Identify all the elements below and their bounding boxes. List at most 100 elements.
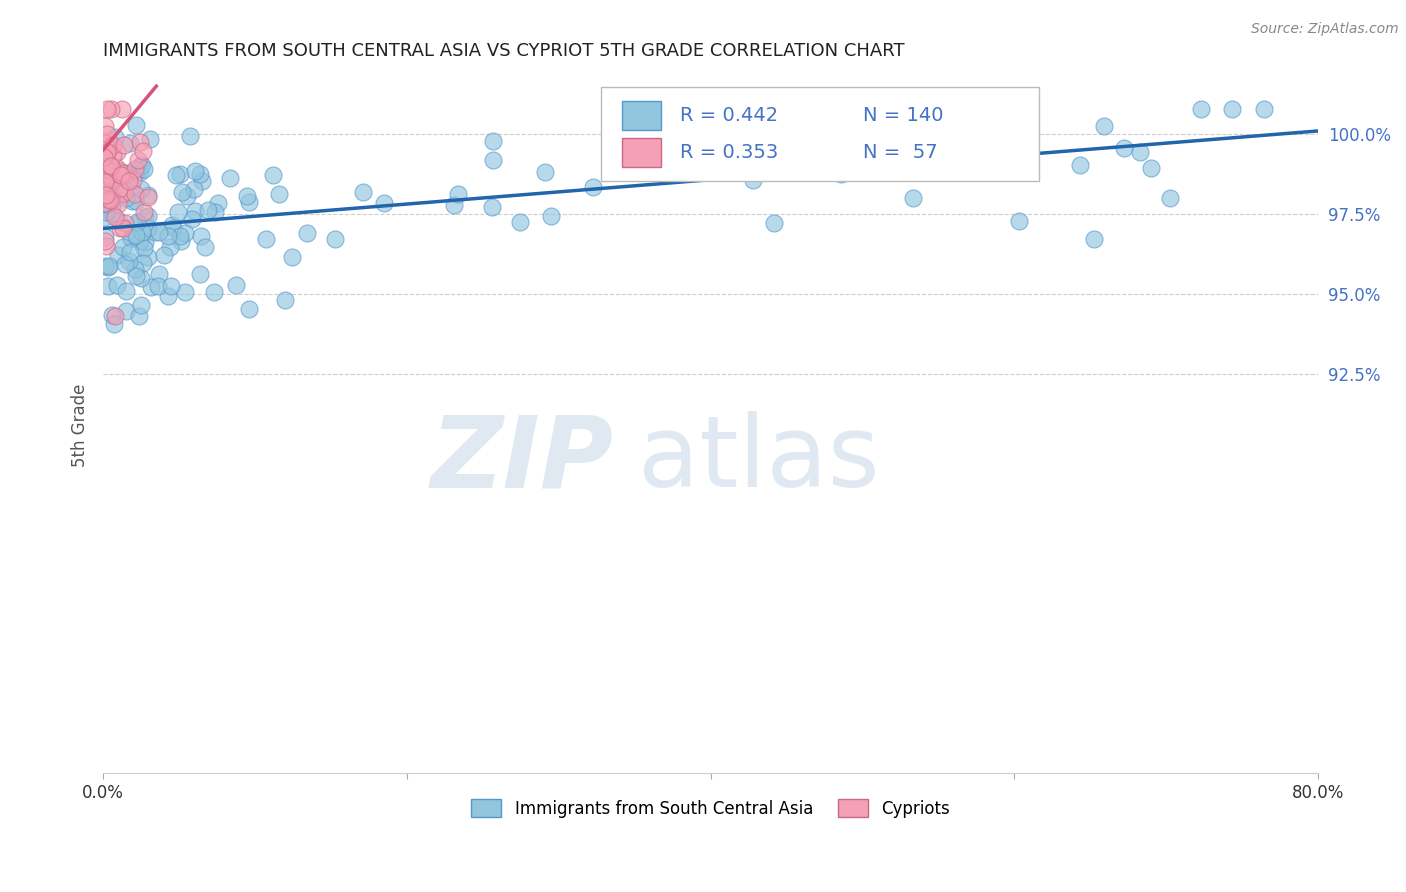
Point	[534, 165, 557, 179]
Text: ZIP: ZIP	[430, 411, 613, 508]
Point	[1220, 102, 1243, 116]
Y-axis label: 5th Grade: 5th Grade	[72, 384, 89, 467]
Point	[482, 134, 505, 148]
Point	[830, 167, 852, 181]
Point	[125, 163, 148, 178]
Point	[956, 160, 979, 174]
Point	[93, 259, 115, 273]
Point	[148, 225, 170, 239]
Point	[1092, 119, 1115, 133]
Point	[132, 161, 155, 176]
Point	[108, 186, 131, 201]
Point	[128, 234, 150, 248]
Point	[115, 166, 138, 180]
Point	[93, 136, 115, 150]
Point	[183, 164, 205, 178]
Point	[96, 196, 118, 211]
Point	[125, 215, 148, 229]
Point	[190, 229, 212, 244]
Point	[110, 168, 132, 182]
Point	[108, 168, 131, 182]
Point	[96, 127, 118, 141]
Point	[114, 257, 136, 271]
Point	[188, 167, 211, 181]
Point	[136, 190, 159, 204]
Point	[94, 120, 117, 134]
Point	[114, 186, 136, 200]
Point	[97, 260, 120, 274]
Point	[96, 145, 118, 160]
Point	[481, 153, 503, 168]
Point	[157, 229, 180, 244]
Point	[1083, 232, 1105, 246]
Point	[112, 138, 135, 153]
Point	[111, 239, 134, 253]
Point	[122, 173, 145, 187]
Point	[101, 206, 124, 220]
Point	[174, 226, 197, 240]
Point	[218, 170, 240, 185]
Point	[98, 158, 121, 172]
Point	[104, 310, 127, 324]
Point	[167, 204, 190, 219]
Text: R = 0.442: R = 0.442	[681, 106, 779, 125]
Point	[141, 280, 163, 294]
Point	[540, 209, 562, 223]
Point	[269, 187, 291, 202]
Point	[108, 221, 131, 235]
Point	[124, 261, 146, 276]
Point	[157, 289, 180, 303]
Point	[100, 193, 122, 207]
Point	[134, 241, 156, 255]
Point	[94, 234, 117, 248]
Point	[139, 132, 162, 146]
Point	[97, 278, 120, 293]
Point	[238, 301, 260, 316]
Point	[131, 270, 153, 285]
Point	[901, 191, 924, 205]
Point	[101, 165, 124, 179]
Point	[176, 189, 198, 203]
Point	[100, 172, 122, 186]
Point	[124, 161, 146, 176]
Point	[1253, 102, 1275, 116]
Text: N =  57: N = 57	[863, 143, 938, 162]
Point	[146, 279, 169, 293]
Point	[93, 210, 115, 224]
Point	[136, 209, 159, 223]
Point	[183, 182, 205, 196]
Point	[129, 159, 152, 173]
Point	[101, 148, 124, 162]
Point	[742, 173, 765, 187]
Point	[124, 186, 146, 201]
Point	[1159, 191, 1181, 205]
Point	[128, 164, 150, 178]
Point	[262, 169, 284, 183]
Point	[188, 267, 211, 281]
Point	[100, 169, 122, 184]
Point	[112, 221, 135, 235]
Point	[120, 231, 142, 245]
Point	[131, 225, 153, 239]
Point	[96, 102, 118, 116]
Point	[118, 253, 141, 268]
Point	[191, 174, 214, 188]
Point	[108, 182, 131, 196]
Text: atlas: atlas	[638, 411, 879, 508]
Point	[159, 240, 181, 254]
Point	[114, 191, 136, 205]
Point	[184, 203, 207, 218]
Bar	[621, 138, 661, 167]
Point	[207, 196, 229, 211]
Point	[120, 181, 142, 195]
Text: IMMIGRANTS FROM SOUTH CENTRAL ASIA VS CYPRIOT 5TH GRADE CORRELATION CHART: IMMIGRANTS FROM SOUTH CENTRAL ASIA VS CY…	[103, 42, 904, 60]
Point	[108, 163, 131, 178]
Point	[93, 196, 115, 211]
Point	[120, 230, 142, 244]
Point	[96, 161, 118, 176]
Point	[1129, 145, 1152, 159]
Point	[118, 245, 141, 260]
Point	[870, 102, 893, 116]
Point	[101, 192, 124, 206]
Point	[93, 172, 115, 186]
